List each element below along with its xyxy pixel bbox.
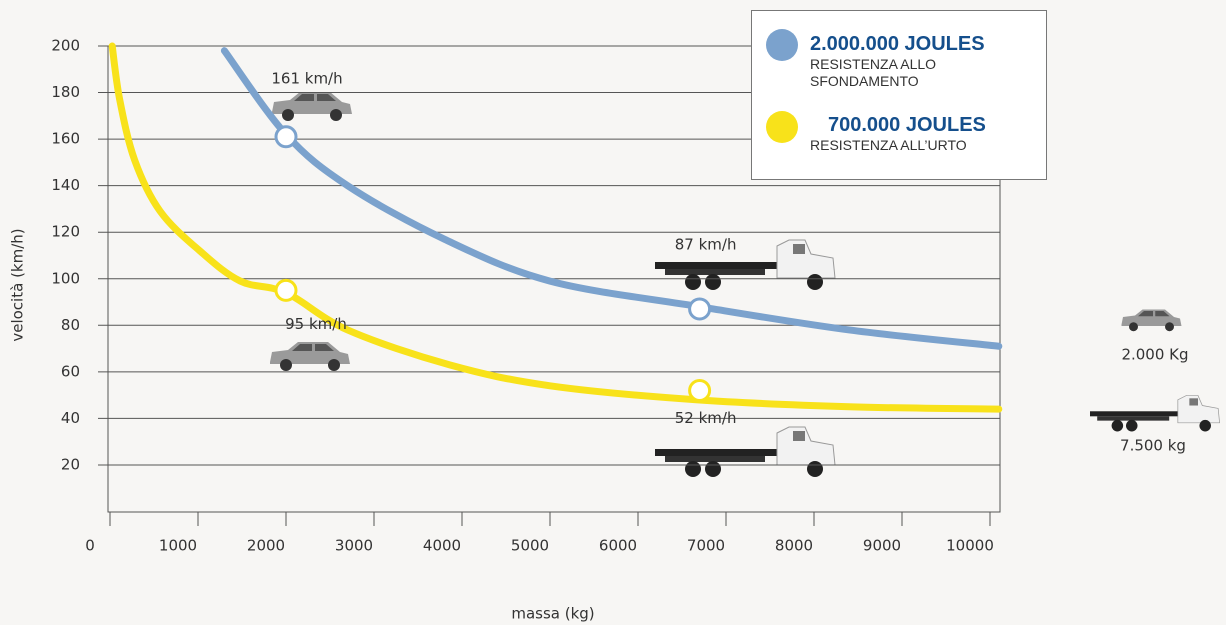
x-tick-label: 1000 <box>159 537 197 555</box>
annotation: 95 km/h <box>285 315 347 333</box>
x-tick-label: 5000 <box>511 537 549 555</box>
x-tick-label: 3000 <box>335 537 373 555</box>
car-icon <box>1122 310 1182 332</box>
truck-icon <box>655 427 835 477</box>
legend-label: 2.000.000 JOULES <box>810 33 990 56</box>
legend-description: RESISTENZA ALL’URTO <box>810 137 990 154</box>
y-tick-label: 40 <box>61 409 80 427</box>
x-tick-label: 8000 <box>775 537 813 555</box>
x-tick-label: 9000 <box>863 537 901 555</box>
y-tick-label: 140 <box>51 176 80 194</box>
y-tick-label: 100 <box>51 269 80 287</box>
x-tick-label: 7000 <box>687 537 725 555</box>
legend-description: RESISTENZA ALLO SFONDAMENTO <box>810 56 990 90</box>
legend-swatch <box>766 29 798 61</box>
y-tick-label: 180 <box>51 83 80 101</box>
y-tick-label: 160 <box>51 130 80 148</box>
x-tick-label: 10000 <box>946 537 994 555</box>
annotation: 161 km/h <box>271 69 342 87</box>
point-marker <box>276 280 296 300</box>
legend-swatch <box>766 111 798 143</box>
y-tick-label: 120 <box>51 223 80 241</box>
x-axis-label: massa (kg) <box>511 605 594 623</box>
y-tick-label: 80 <box>61 316 80 334</box>
legend-label: 700.000 JOULES <box>810 114 990 137</box>
vehicle-mass: 2.000 Kg <box>1121 346 1188 364</box>
car-icon <box>270 342 350 371</box>
x-tick-label: 0 <box>85 537 95 555</box>
vehicle-mass: 7.500 kg <box>1120 437 1186 455</box>
y-tick-label: 60 <box>61 362 80 380</box>
point-marker <box>276 127 296 147</box>
annotation: 52 km/h <box>675 409 737 427</box>
point-marker <box>690 380 710 400</box>
car-icon <box>272 92 352 121</box>
y-tick-label: 20 <box>61 455 80 473</box>
y-axis-label: velocità (km/h) <box>9 228 27 341</box>
x-tick-label: 6000 <box>599 537 637 555</box>
y-tick-label: 200 <box>51 37 80 55</box>
point-marker <box>690 299 710 319</box>
x-tick-label: 4000 <box>423 537 461 555</box>
annotation: 87 km/h <box>675 236 737 254</box>
x-tick-label: 2000 <box>247 537 285 555</box>
page: massa (kg) velocità (km/h) 2.000 Kg 7.50… <box>0 0 1226 625</box>
truck-icon <box>1090 395 1220 431</box>
